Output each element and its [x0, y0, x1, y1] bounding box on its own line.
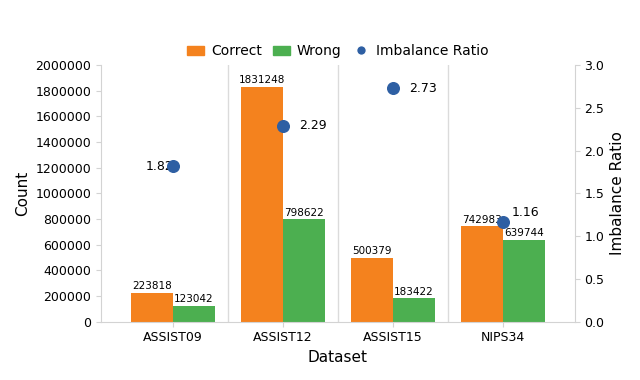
Text: 798622: 798622: [284, 208, 324, 218]
Text: 223818: 223818: [132, 282, 172, 291]
Bar: [241, 87, 283, 322]
Bar: [351, 258, 393, 322]
Imbalance Ratio: [498, 220, 508, 226]
Y-axis label: Count: Count: [15, 171, 30, 216]
Text: 183422: 183422: [394, 287, 434, 297]
Imbalance Ratio: [278, 123, 288, 129]
Text: 123042: 123042: [174, 294, 214, 304]
Bar: [503, 240, 545, 322]
Text: 2.29: 2.29: [300, 119, 327, 132]
Text: 1.82: 1.82: [145, 160, 173, 173]
Text: 742983: 742983: [462, 215, 502, 225]
Imbalance Ratio: [168, 163, 178, 169]
Bar: [173, 306, 214, 322]
Legend: Correct, Wrong, Imbalance Ratio: Correct, Wrong, Imbalance Ratio: [182, 39, 494, 64]
Bar: [131, 293, 173, 322]
Text: 2.73: 2.73: [410, 82, 437, 95]
Bar: [461, 226, 503, 322]
X-axis label: Dataset: Dataset: [308, 350, 368, 365]
Text: 1831248: 1831248: [239, 75, 285, 85]
Text: 1.16: 1.16: [512, 206, 540, 219]
Text: 500379: 500379: [353, 246, 392, 256]
Y-axis label: Imbalance Ratio: Imbalance Ratio: [610, 131, 625, 255]
Text: 639744: 639744: [504, 228, 544, 238]
Imbalance Ratio: [388, 85, 398, 91]
Bar: [283, 219, 324, 322]
Bar: [393, 298, 435, 322]
